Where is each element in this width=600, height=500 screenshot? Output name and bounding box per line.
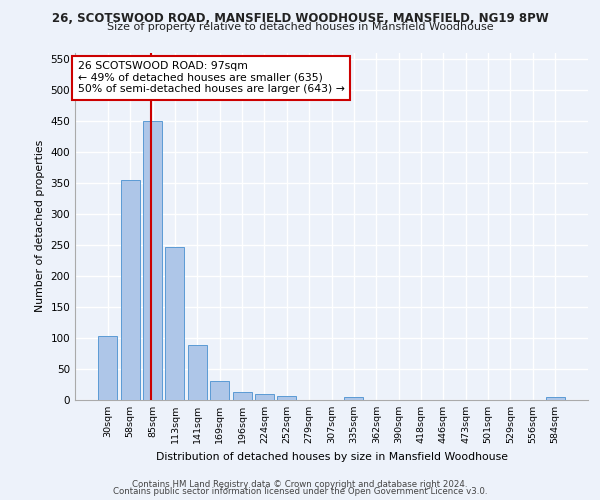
- Text: Contains HM Land Registry data © Crown copyright and database right 2024.: Contains HM Land Registry data © Crown c…: [132, 480, 468, 489]
- Y-axis label: Number of detached properties: Number of detached properties: [35, 140, 45, 312]
- Bar: [121, 180, 140, 400]
- Bar: [188, 346, 207, 400]
- Text: Contains public sector information licensed under the Open Government Licence v3: Contains public sector information licen…: [113, 487, 487, 496]
- Text: 26, SCOTSWOOD ROAD, MANSFIELD WOODHOUSE, MANSFIELD, NG19 8PW: 26, SCOTSWOOD ROAD, MANSFIELD WOODHOUSE,…: [52, 12, 548, 24]
- Bar: [143, 122, 162, 400]
- Bar: [210, 382, 229, 400]
- Bar: [255, 394, 274, 400]
- Bar: [233, 392, 251, 400]
- Bar: [277, 396, 296, 400]
- Bar: [166, 248, 184, 400]
- Text: 26 SCOTSWOOD ROAD: 97sqm
← 49% of detached houses are smaller (635)
50% of semi-: 26 SCOTSWOOD ROAD: 97sqm ← 49% of detach…: [77, 61, 344, 94]
- Text: Size of property relative to detached houses in Mansfield Woodhouse: Size of property relative to detached ho…: [107, 22, 493, 32]
- Bar: [545, 397, 565, 400]
- X-axis label: Distribution of detached houses by size in Mansfield Woodhouse: Distribution of detached houses by size …: [155, 452, 508, 462]
- Bar: [344, 397, 364, 400]
- Bar: [98, 336, 118, 400]
